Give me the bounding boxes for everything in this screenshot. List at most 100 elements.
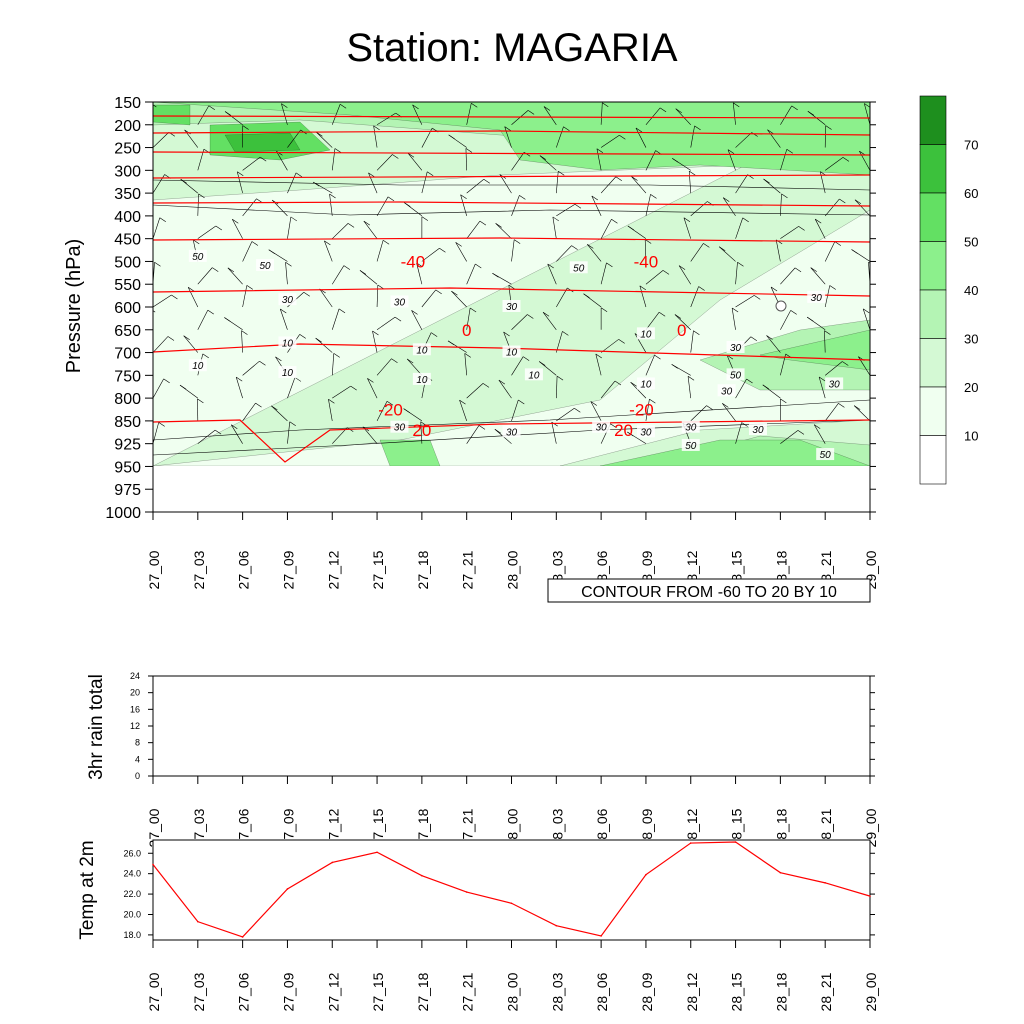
wind-barb-flag: [289, 421, 296, 427]
wind-barb: [153, 420, 154, 421]
wind-barb-flag: [618, 339, 625, 344]
isotherm-label: 20: [614, 421, 633, 440]
colorbar-box: [919, 95, 947, 145]
wind-barb: [600, 176, 617, 194]
wind-barb-flag: [208, 105, 215, 110]
rain-x-tick-label: 27_09: [280, 808, 296, 847]
y-tick-label: 150: [114, 95, 141, 112]
rh-contour-label: 30: [282, 295, 294, 306]
rh-contour-label: 10: [416, 375, 428, 386]
rh-contour-label: 30: [829, 379, 841, 390]
wind-barb-flag: [404, 202, 411, 207]
wind-barb: [421, 247, 440, 262]
wind-barb: [511, 314, 528, 330]
rh-label-bg: [816, 448, 835, 461]
temp-point: [645, 873, 647, 876]
wind-barb: [232, 219, 243, 239]
wind-barb-flag: [212, 267, 219, 272]
wind-barb: [735, 422, 742, 444]
wind-barb: [376, 401, 388, 422]
wind-barb: [367, 378, 378, 399]
wind-barb-flag: [455, 242, 462, 247]
rh-contour-line: [153, 204, 870, 216]
wind-barb: [690, 405, 707, 422]
wind-barb-flag: [241, 330, 248, 335]
wind-barb-flag: [372, 330, 379, 336]
wind-barb-flag: [649, 398, 656, 404]
rh-band: [153, 102, 870, 176]
rh-label-bg: [412, 372, 431, 385]
rh-contour-label: 10: [416, 345, 428, 356]
wind-barb: [271, 405, 288, 422]
x-tick-label: 28_00: [505, 550, 521, 589]
wind-barb-flag: [587, 244, 594, 249]
rh-contour-label: 50: [730, 370, 742, 381]
temp-y-tick-label: 24.0: [123, 869, 141, 879]
y-tick-label: 200: [114, 118, 141, 135]
wind-barb: [368, 172, 378, 194]
wind-barb-flag: [334, 148, 342, 153]
wind-barb: [511, 239, 515, 262]
temp-y-tick-label: 18.0: [123, 930, 141, 940]
wind-barb-flag: [305, 88, 311, 92]
rain-x-tick-label: 27_06: [236, 808, 252, 847]
wind-barb: [600, 380, 616, 399]
wind-barb-flag: [439, 247, 446, 253]
rain-x-tick-label: 27_03: [191, 808, 207, 847]
wind-barb: [511, 102, 512, 103]
wind-barb-flag: [825, 125, 832, 130]
wind-barb: [153, 217, 161, 239]
wind-barb: [735, 295, 755, 308]
wind-barb: [735, 174, 748, 194]
wind-barb-flag: [878, 378, 884, 382]
wind-barb: [332, 427, 348, 444]
wind-barb-flag: [614, 380, 622, 386]
wind-barb: [455, 242, 467, 262]
wind-barb: [590, 401, 602, 422]
wind-barb-flag: [527, 110, 535, 115]
wind-barb-flag: [231, 424, 238, 430]
rh-label-bg: [278, 336, 297, 349]
wind-barb: [511, 356, 524, 376]
wind-barb-flag: [662, 270, 670, 275]
rh-label-bg: [636, 377, 655, 390]
wind-barb-flag: [255, 402, 262, 408]
wind-barb: [818, 376, 826, 399]
wind-barb-flag: [639, 285, 647, 291]
main-panel-plot-area: [153, 85, 884, 512]
wind-barb-flag: [452, 85, 458, 89]
wind-barb: [824, 361, 843, 376]
wind-barb-flag: [627, 431, 634, 437]
wind-barb-flag: [313, 181, 320, 187]
wind-barb-flag: [281, 103, 288, 108]
wind-barb: [780, 310, 791, 330]
wind-barb-flag: [158, 422, 165, 427]
wind-barb: [824, 403, 839, 422]
wind-barb-flag: [539, 155, 547, 160]
wind-barb: [853, 405, 870, 422]
wind-barb: [780, 430, 799, 444]
wind-barb: [735, 217, 744, 239]
wind-barb: [466, 263, 476, 285]
wind-barb-flag: [635, 127, 643, 133]
wind-barb-flag: [333, 353, 340, 358]
wind-barb: [376, 240, 384, 262]
wind-barb-flag: [838, 403, 845, 408]
wind-barb: [600, 339, 619, 353]
colorbar-box: [919, 192, 947, 242]
y-tick-label: 550: [114, 277, 141, 294]
wind-barb-flag: [590, 401, 597, 406]
wind-barb-flag: [611, 218, 618, 224]
temp-x-tick-label: 28_12: [684, 972, 700, 1011]
wind-barb: [242, 241, 253, 262]
x-tick-label: 27_06: [236, 550, 252, 589]
wind-barb-flag: [324, 240, 331, 246]
rh-contour-line: [153, 399, 870, 441]
wind-barb-flag: [834, 241, 841, 246]
wind-barb: [242, 156, 261, 171]
wind-barb: [556, 376, 558, 399]
temp-point: [421, 874, 423, 877]
wind-barb: [723, 197, 736, 217]
wind-barb-flag: [527, 314, 534, 319]
wind-barb: [287, 377, 296, 399]
